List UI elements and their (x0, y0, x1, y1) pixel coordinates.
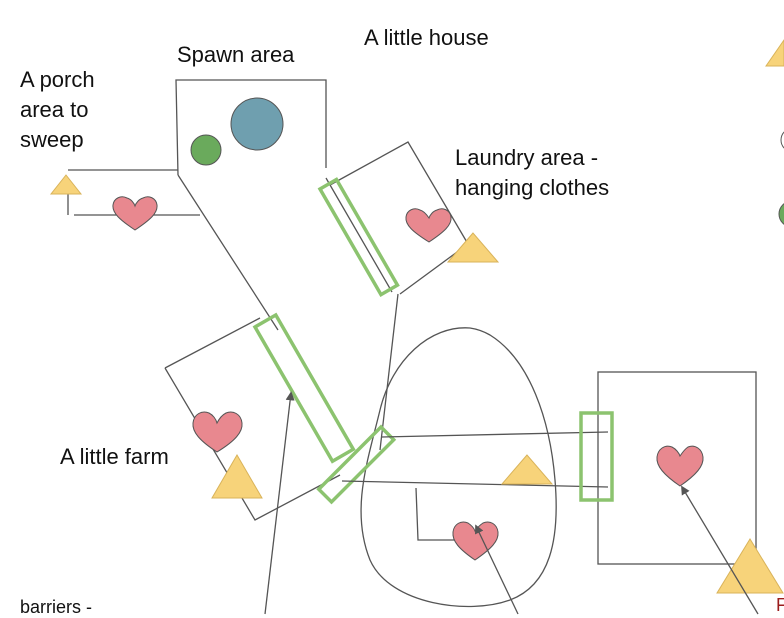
right-triangle-icon (716, 538, 784, 594)
center-heart-icon (452, 521, 499, 561)
spawn-teal-circle-icon (230, 97, 284, 151)
label-spawn-area: Spawn area (177, 42, 295, 67)
path-line (379, 293, 399, 451)
spawn-green-circle-icon (190, 134, 222, 166)
spawn-area (175, 79, 327, 176)
label-porch-area: A porch area to sweep (20, 67, 95, 152)
label-little-farm: A little farm (60, 444, 169, 469)
arrow-icon (475, 524, 519, 615)
label-edge-fragment: F (776, 595, 784, 615)
arrow-icon (681, 485, 759, 615)
farm-heart-icon (192, 411, 243, 453)
laundry-heart-icon (405, 208, 452, 243)
porch-heart-icon (112, 196, 158, 231)
center-triangle-icon (500, 454, 554, 485)
right-heart-icon (656, 445, 704, 487)
center-area (360, 327, 557, 608)
path-line (177, 174, 279, 331)
path-line (381, 431, 609, 438)
laundry-barrier (317, 177, 400, 298)
center-barrier (316, 424, 397, 505)
label-little-house: A little house (364, 25, 489, 50)
right-barrier (579, 411, 614, 502)
farm-barrier (252, 312, 356, 464)
label-laundry-area: Laundry area - hanging clothes (455, 145, 610, 200)
arrow-icon (264, 391, 295, 615)
center-inner-bracket (415, 487, 460, 541)
label-barriers: barriers - (20, 597, 93, 617)
laundry-triangle-icon (446, 232, 500, 263)
right-area (597, 371, 757, 565)
porch-triangle-icon (49, 174, 83, 195)
farm-triangle-icon (211, 454, 263, 499)
laundry-area (325, 141, 469, 295)
edge-circle-icon (780, 131, 784, 149)
edge-triangle-icon (765, 39, 784, 67)
path-line (341, 480, 609, 488)
edge-green-circle-icon (778, 203, 784, 225)
